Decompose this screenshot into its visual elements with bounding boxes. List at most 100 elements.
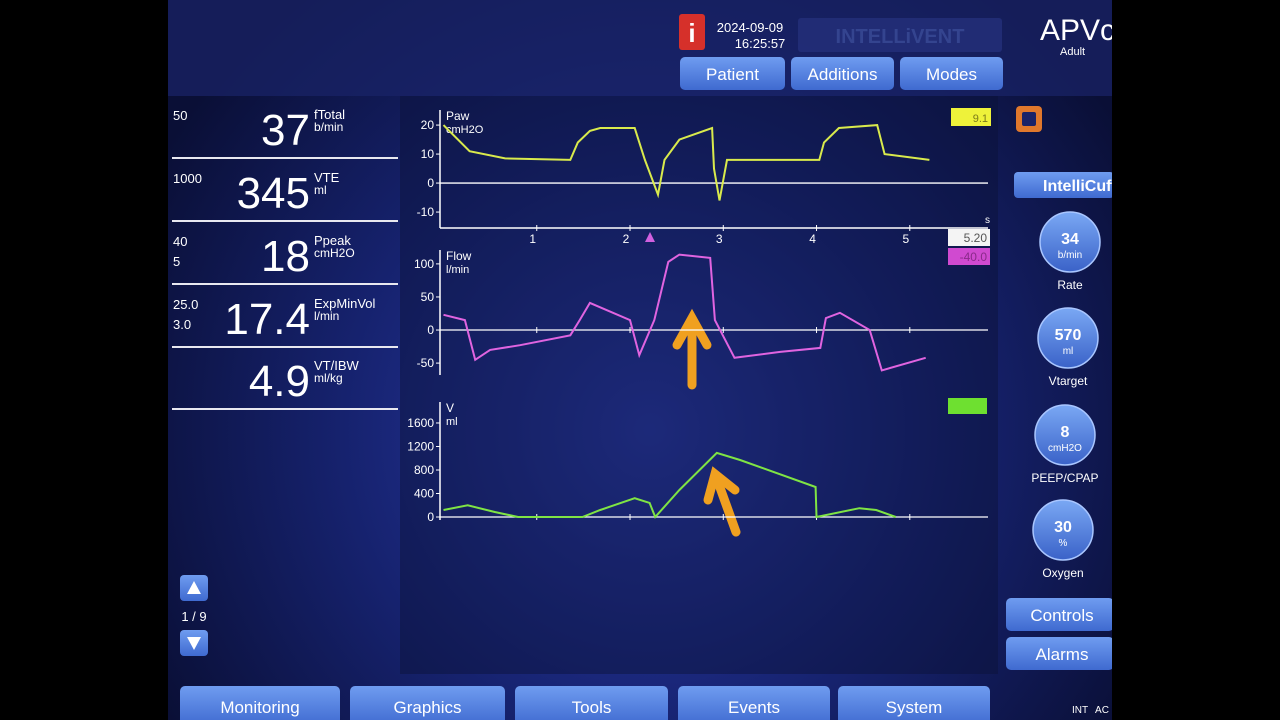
control-knob[interactable] xyxy=(1032,499,1094,561)
info-glyph: i xyxy=(688,18,695,48)
graph-panel xyxy=(400,96,998,674)
volume-readout-box xyxy=(948,398,987,414)
limit: 1000 xyxy=(173,171,202,186)
flow-readout: -40.0 xyxy=(960,250,988,264)
control-unit: ml xyxy=(1063,346,1074,357)
wave-label: V xyxy=(446,401,454,415)
y-tick-label: 0 xyxy=(427,176,434,190)
control-unit: b/min xyxy=(1058,250,1082,261)
intellicuff-label: IntelliCuff xyxy=(1043,178,1117,195)
control-value: 8 xyxy=(1061,424,1070,441)
tab[interactable] xyxy=(180,686,340,720)
parameter-unit: b/min xyxy=(314,120,343,134)
limit: 5 xyxy=(173,254,180,269)
control-knob[interactable] xyxy=(1039,211,1101,273)
header-button[interactable] xyxy=(791,57,894,90)
annotation-arrow-flow xyxy=(672,308,712,390)
control-label: Rate xyxy=(1057,278,1083,292)
paw-readout: 9.1 xyxy=(973,113,988,125)
control-value: 30 xyxy=(1054,519,1072,536)
x-tick-label: 4 xyxy=(809,232,816,246)
cursor-time: 5.20 xyxy=(964,231,988,245)
brand: INTELLiVENT xyxy=(836,26,965,48)
parameter-name: ExpMinVol xyxy=(314,296,376,311)
wave-label: Paw xyxy=(446,109,470,123)
parameter-unit: cmH2O xyxy=(314,246,355,260)
tab-label: System xyxy=(886,698,943,717)
parameter-unit: ml xyxy=(314,183,327,197)
left-border xyxy=(0,0,168,720)
paw-readout-box xyxy=(951,108,991,126)
limit: 25.0 xyxy=(173,297,198,312)
tab[interactable] xyxy=(350,686,505,720)
wave-unit: l/min xyxy=(446,264,469,276)
pause-icon-inner xyxy=(1022,112,1036,126)
side-button[interactable] xyxy=(1006,598,1114,631)
flow-readout-box xyxy=(948,248,990,265)
y-tick-label: 100 xyxy=(414,257,434,271)
header-button[interactable] xyxy=(680,57,785,90)
header-button-label: Additions xyxy=(808,65,878,84)
control-knob[interactable] xyxy=(1037,307,1099,369)
parameter-value: 18 xyxy=(261,232,310,281)
page-indicator: 1 / 9 xyxy=(181,609,206,624)
parameter-name: Ppeak xyxy=(314,233,351,248)
patient-type: Adult xyxy=(1060,46,1085,58)
side-button[interactable] xyxy=(1006,637,1114,670)
parameter-unit: l/min xyxy=(314,309,339,323)
y-tick-label: 0 xyxy=(427,323,434,337)
intellicuff-button[interactable] xyxy=(1014,172,1114,198)
side-button-label: Alarms xyxy=(1036,645,1089,664)
waveform xyxy=(443,253,926,372)
y-tick-label: 20 xyxy=(421,118,435,132)
parameter-value: 4.9 xyxy=(249,357,310,406)
x-tick-label: 2 xyxy=(623,232,630,246)
y-tick-label: 50 xyxy=(421,290,435,304)
y-tick-label: 10 xyxy=(421,147,435,161)
tab[interactable] xyxy=(515,686,668,720)
y-tick-label: 1200 xyxy=(407,439,434,453)
y-tick-label: -10 xyxy=(417,205,435,219)
info-icon[interactable] xyxy=(679,14,705,50)
y-tick-label: 1600 xyxy=(407,416,434,430)
header-button-label: Patient xyxy=(706,65,759,84)
status: AC xyxy=(1095,705,1109,716)
tab-label: Events xyxy=(728,698,780,717)
tab-label: Monitoring xyxy=(220,698,299,717)
wave-unit: ml xyxy=(446,416,458,428)
control-value: 570 xyxy=(1055,327,1082,344)
x-tick-label: 1 xyxy=(529,232,536,246)
right-border xyxy=(1112,0,1280,720)
time: 16:25:57 xyxy=(735,36,786,51)
side-button-label: Controls xyxy=(1030,606,1093,625)
tab-label: Graphics xyxy=(393,698,461,717)
down-glyph xyxy=(187,637,201,650)
waveform xyxy=(443,451,897,519)
x-tick-label: 5 xyxy=(902,232,909,246)
parameter-name: VTE xyxy=(314,170,340,185)
tab[interactable] xyxy=(838,686,990,720)
time-readout-box xyxy=(948,229,990,246)
limit: 50 xyxy=(173,108,187,123)
tab[interactable] xyxy=(678,686,830,720)
header-button[interactable] xyxy=(900,57,1003,90)
parameter-unit: ml/kg xyxy=(314,371,343,385)
up-glyph xyxy=(187,581,201,594)
control-label: Vtarget xyxy=(1049,374,1088,388)
parameter-name: fTotal xyxy=(314,107,345,122)
control-label: PEEP/CPAP xyxy=(1031,471,1098,485)
parameter-name: VT/IBW xyxy=(314,358,360,373)
wave-label: Flow xyxy=(446,249,472,263)
control-unit: cmH2O xyxy=(1048,443,1082,454)
header-button-label: Modes xyxy=(926,65,977,84)
y-tick-label: 800 xyxy=(414,463,434,477)
y-tick-label: 0 xyxy=(427,510,434,524)
x-unit: s xyxy=(985,215,990,226)
control-knob[interactable] xyxy=(1034,404,1096,466)
brand-box xyxy=(798,18,1002,52)
cursor-marker xyxy=(645,232,655,242)
control-unit: % xyxy=(1059,538,1068,549)
x-tick-label: 3 xyxy=(716,232,723,246)
